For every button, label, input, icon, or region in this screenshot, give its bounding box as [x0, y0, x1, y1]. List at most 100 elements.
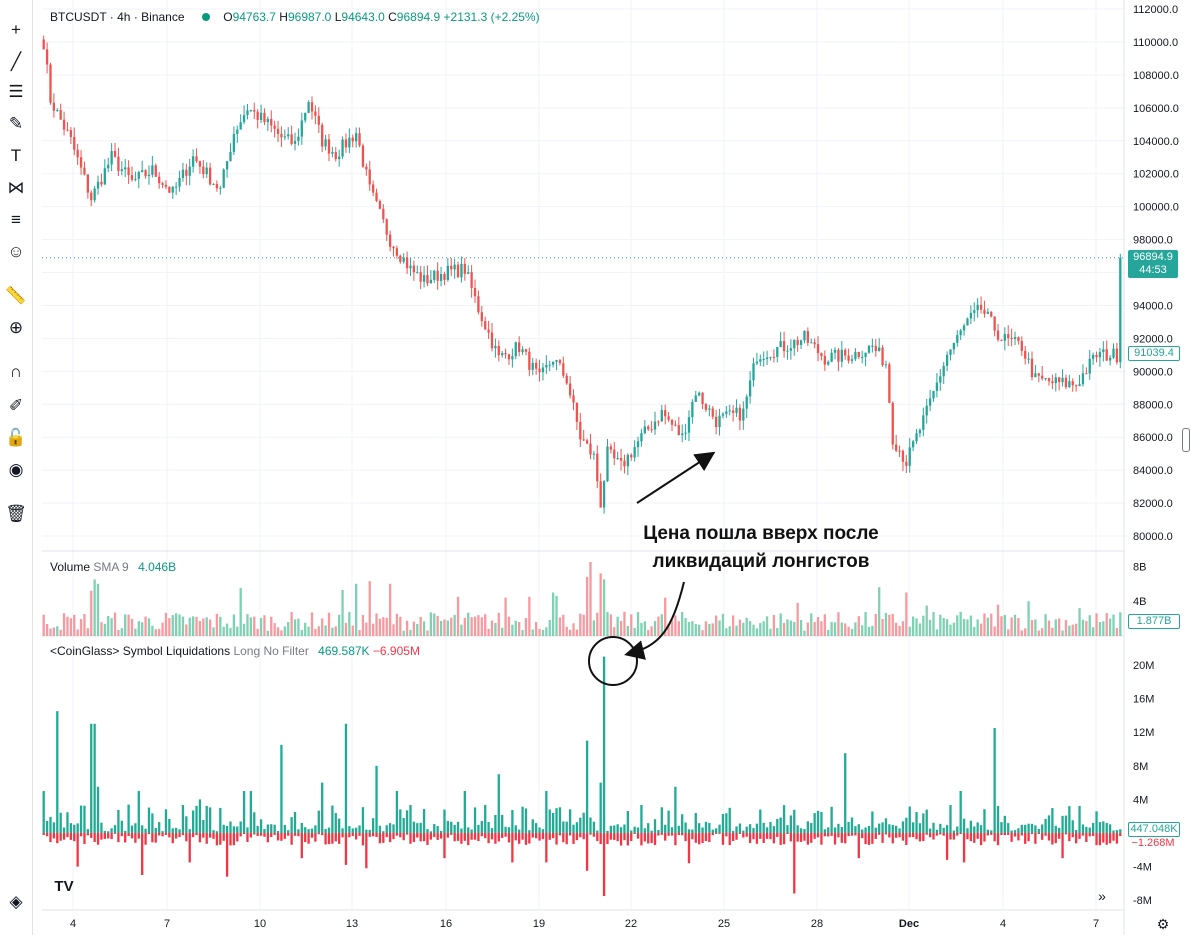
price-scale-handle[interactable]: [1182, 428, 1190, 452]
volume-bar: [704, 621, 708, 636]
long-liquidation-bar: [582, 812, 585, 833]
crosshair-icon[interactable]: +: [11, 20, 21, 39]
emoji-icon[interactable]: ☺: [7, 242, 25, 261]
liquidations-legend[interactable]: <CoinGlass> Symbol Liquidations Long No …: [50, 644, 420, 658]
volume-bar: [293, 619, 297, 636]
long-liquidation-bar: [830, 806, 833, 833]
text-icon[interactable]: T: [10, 146, 22, 165]
long-liquidation-bar: [759, 809, 762, 833]
volume-sma-label: SMA 9: [93, 560, 129, 574]
short-liquidation-bar: [433, 833, 436, 838]
volume-legend[interactable]: Volume SMA 9 4.046B: [50, 560, 176, 574]
volume-bar: [674, 615, 677, 636]
candle: [127, 167, 130, 176]
candle: [945, 354, 949, 366]
volume-bar: [453, 614, 456, 636]
short-liquidation-bar: [324, 833, 327, 845]
brush-icon[interactable]: ✎: [8, 114, 24, 133]
candle: [1051, 381, 1054, 384]
short-liquidation-bar: [837, 833, 840, 838]
short-liquidation-bar: [565, 833, 568, 845]
candle: [45, 49, 49, 65]
long-liquidation-bar: [195, 805, 198, 833]
short-liquidation-bar: [572, 833, 575, 844]
short-liquidation-bar: [212, 833, 215, 839]
symbol-name[interactable]: BTCUSDT: [50, 10, 107, 24]
volume-bar: [212, 627, 215, 636]
long-liquidation-bar: [453, 824, 456, 833]
short-liquidation-bar: [151, 833, 154, 843]
candle: [623, 460, 626, 467]
short-liquidation-bar: [1085, 833, 1088, 842]
candle: [847, 355, 850, 361]
eye-icon[interactable]: ◉: [8, 460, 24, 479]
magnet-icon[interactable]: ∩: [9, 362, 23, 381]
chart-settings-icon[interactable]: ⚙: [1156, 915, 1170, 932]
long-liquidation-bar: [528, 830, 531, 833]
short-liquidation-bar: [827, 833, 830, 837]
candle: [1037, 373, 1040, 376]
trash-icon[interactable]: 🗑: [5, 504, 27, 523]
short-liquidation-bar: [45, 833, 49, 837]
short-liquidation-bar: [745, 833, 748, 837]
layers-icon[interactable]: ◈: [9, 892, 23, 911]
volume-bar: [174, 613, 178, 636]
long-liquidation-bar: [589, 817, 592, 833]
forecast-icon[interactable]: ≡: [11, 210, 21, 229]
short-liquidation-bar: [371, 833, 375, 837]
candle: [361, 145, 365, 167]
annotation-text[interactable]: Цена пошла вверх после ликвидаций лонгис…: [636, 520, 886, 576]
long-liquidation-bar: [524, 808, 528, 833]
candle: [304, 112, 307, 121]
volume-bar: [395, 613, 399, 636]
volume-bar: [463, 617, 466, 636]
volume-bar: [799, 619, 803, 636]
volume-bar: [803, 630, 806, 636]
candle: [956, 335, 959, 343]
scroll-to-realtime-button[interactable]: »: [1098, 888, 1106, 904]
volume-bar: [314, 628, 317, 636]
fib-icon[interactable]: ☰: [8, 82, 24, 101]
ruler-icon[interactable]: 📏: [5, 286, 27, 305]
volume-bar: [276, 627, 280, 636]
long-liquidation-bar: [1108, 824, 1112, 833]
short-liquidation-bar: [334, 833, 337, 842]
pattern-icon[interactable]: ⋈: [7, 178, 25, 197]
interval-label[interactable]: 4h: [117, 10, 131, 24]
long-liquidation-bar: [310, 828, 314, 833]
long-liquidation-bar: [752, 828, 755, 833]
short-liquidation-bar: [922, 833, 925, 842]
long-liquidation-bar: [436, 826, 439, 833]
short-liquidation-bar: [772, 833, 776, 844]
long-liquidation-bar: [395, 791, 399, 833]
long-liquidation-bar: [572, 824, 575, 833]
long-liquidation-bar: [966, 828, 969, 833]
volume-bar: [1085, 620, 1088, 636]
candle: [467, 272, 470, 274]
volume-bar: [467, 612, 470, 636]
volume-bar: [813, 622, 816, 636]
zoom-in-icon[interactable]: ⊕: [8, 318, 24, 337]
volume-bar: [626, 625, 630, 636]
trend-line-icon[interactable]: ╱: [10, 52, 22, 71]
volume-bar: [521, 630, 524, 636]
volume-bar: [79, 619, 83, 636]
short-liquidation-bar: [983, 833, 986, 842]
volume-bar: [310, 612, 314, 636]
long-liquidation-bar: [674, 786, 677, 833]
long-liquidation-bar: [874, 827, 877, 833]
lock-icon[interactable]: 🔓: [5, 428, 27, 447]
long-liquidation-bar: [1074, 830, 1078, 833]
short-liquidation-bar: [399, 833, 402, 838]
volume-bar: [1007, 629, 1010, 636]
long-liquidation-bar: [1000, 822, 1003, 833]
volume-bar: [915, 618, 918, 636]
short-liquidation-bar: [833, 833, 837, 845]
short-liquidation-bar: [830, 833, 833, 836]
long-liquidation-bar: [86, 829, 90, 833]
volume-bar: [130, 618, 134, 636]
candle: [236, 129, 239, 134]
lock-drawing-icon[interactable]: ✐: [8, 396, 24, 415]
long-liquidation-bar: [273, 824, 276, 833]
